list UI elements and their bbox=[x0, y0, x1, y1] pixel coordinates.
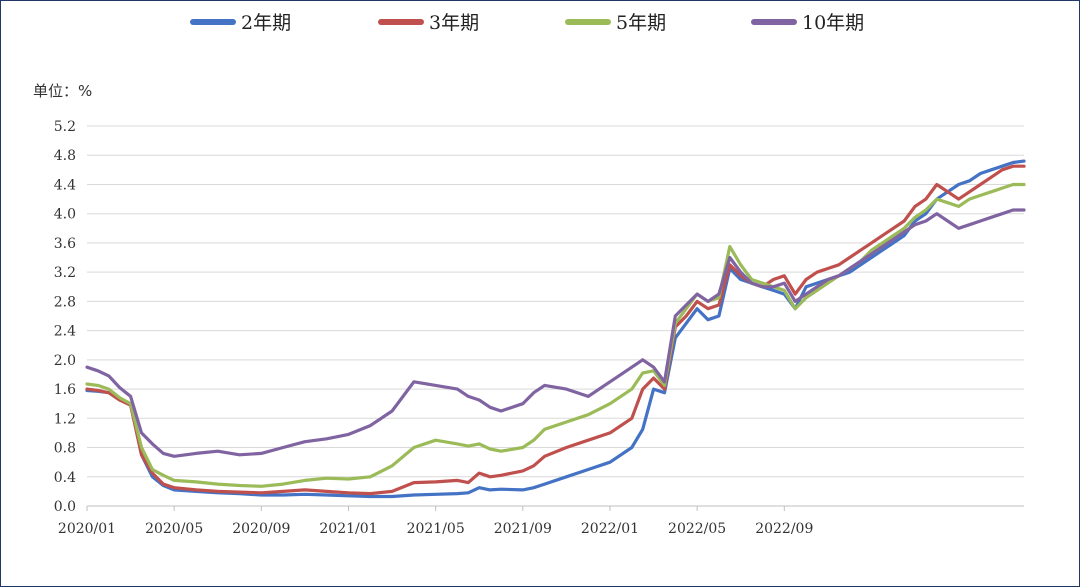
series-line-3 bbox=[85, 182, 1026, 488]
x-tick-label: 2020/09 bbox=[232, 521, 290, 537]
legend-label: 10年期 bbox=[802, 12, 864, 34]
x-axis-ticks: 2020/01 2020/05 2020/09 2021/01 2021/05 2021/… bbox=[58, 506, 813, 537]
y-tick-label: 0.8 bbox=[54, 441, 76, 457]
y-tick-label: 1.6 bbox=[54, 382, 76, 398]
y-tick-label: 4.0 bbox=[54, 207, 76, 223]
y-tick-label: 2.0 bbox=[54, 353, 76, 369]
y-tick-label: 0.4 bbox=[54, 470, 76, 486]
series-line-4 bbox=[85, 208, 1026, 458]
y-tick-label: 3.6 bbox=[54, 236, 76, 252]
x-tick-label: 2020/05 bbox=[145, 521, 203, 537]
y-tick-label: 4.8 bbox=[54, 148, 76, 164]
y-axis-ticks: 0.0 0.4 0.8 1.2 1.6 2.0 2.4 2.8 3.2 3.6 4.0 4.4 4.8 5… bbox=[54, 119, 76, 515]
y-tick-label: 4.4 bbox=[54, 177, 76, 193]
y-tick-label: 5.2 bbox=[54, 119, 76, 135]
series-line-2 bbox=[85, 164, 1026, 496]
series-lines bbox=[85, 159, 1026, 499]
unit-label: 单位：% bbox=[33, 82, 92, 100]
x-tick-label: 2022/05 bbox=[668, 521, 726, 537]
y-tick-label: 0.0 bbox=[54, 499, 76, 515]
legend-label: 5年期 bbox=[616, 12, 666, 34]
x-tick-label: 2022/01 bbox=[581, 521, 639, 537]
y-tick-label: 2.4 bbox=[54, 324, 76, 340]
y-tick-label: 3.2 bbox=[54, 265, 76, 281]
series-line-1 bbox=[85, 159, 1026, 499]
legend-label: 2年期 bbox=[241, 12, 291, 34]
legend: 2年期 3年期 5年期 10年期 bbox=[190, 12, 864, 34]
x-tick-label: 2021/05 bbox=[407, 521, 465, 537]
x-tick-label: 2021/01 bbox=[319, 521, 377, 537]
grid-lines bbox=[87, 125, 1024, 507]
x-tick-label: 2021/09 bbox=[494, 521, 552, 537]
x-tick-label: 2020/01 bbox=[58, 521, 116, 537]
y-tick-label: 1.2 bbox=[54, 411, 76, 427]
x-tick-label: 2022/09 bbox=[755, 521, 813, 537]
y-tick-label: 2.8 bbox=[54, 294, 76, 310]
legend-label: 3年期 bbox=[429, 12, 479, 34]
